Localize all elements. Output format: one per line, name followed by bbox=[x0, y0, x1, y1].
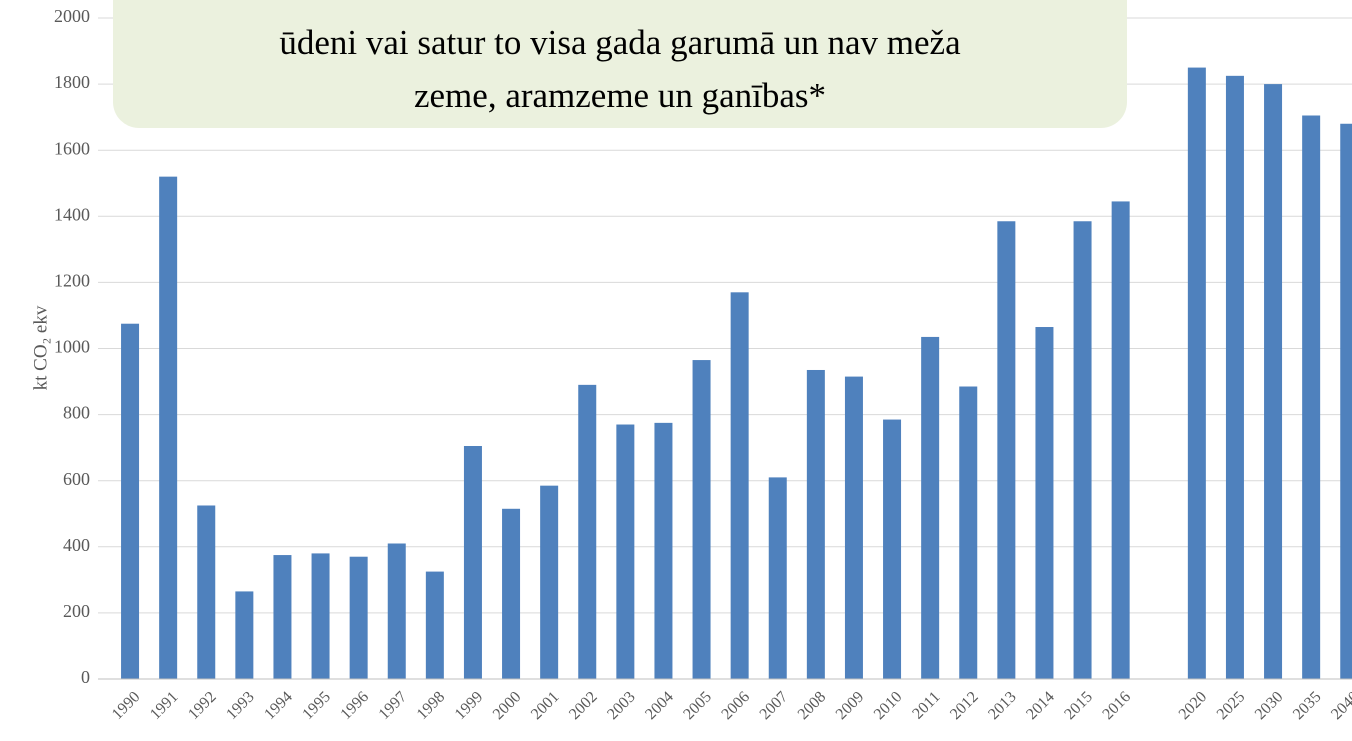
x-tick-label: 2040 bbox=[1328, 688, 1352, 723]
y-axis-label: kt CO₂ ekv bbox=[30, 305, 51, 390]
y-tick-label: 2000 bbox=[54, 6, 90, 26]
x-tick-label: 2020 bbox=[1176, 688, 1211, 723]
x-tick-label: 1992 bbox=[185, 688, 220, 723]
x-tick-label: 2035 bbox=[1290, 688, 1325, 723]
x-tick-label: 2008 bbox=[795, 688, 830, 723]
y-tick-label: 600 bbox=[63, 469, 90, 489]
x-tick-label: 2009 bbox=[833, 688, 868, 723]
x-tick-label: 1997 bbox=[376, 688, 411, 723]
y-tick-label: 0 bbox=[81, 667, 90, 687]
bar bbox=[235, 591, 254, 679]
y-tick-label: 800 bbox=[63, 403, 90, 423]
bar bbox=[578, 384, 597, 679]
bar bbox=[1111, 201, 1130, 680]
x-tick-label: 1996 bbox=[337, 688, 372, 723]
bar bbox=[806, 369, 825, 679]
bar bbox=[1264, 84, 1283, 680]
bar bbox=[692, 360, 711, 679]
bar bbox=[1225, 75, 1244, 679]
bar bbox=[616, 424, 635, 679]
bar bbox=[540, 485, 559, 679]
x-tick-label: 1999 bbox=[452, 688, 487, 723]
bar bbox=[730, 292, 749, 679]
x-tick-label: 1994 bbox=[261, 688, 296, 723]
x-tick-label: 2025 bbox=[1214, 688, 1249, 723]
x-tick-label: 2010 bbox=[871, 688, 906, 723]
bar bbox=[121, 323, 140, 679]
x-tick-label: 2014 bbox=[1023, 688, 1058, 723]
x-tick-label: 1990 bbox=[109, 688, 144, 723]
x-tick-label: 2002 bbox=[566, 688, 601, 723]
bar bbox=[997, 221, 1016, 679]
bar bbox=[502, 508, 521, 679]
x-tick-label: 2004 bbox=[642, 688, 677, 723]
x-tick-label: 1995 bbox=[299, 688, 334, 723]
x-tick-label: 2015 bbox=[1061, 688, 1096, 723]
bar bbox=[197, 505, 216, 679]
bar bbox=[1302, 115, 1321, 679]
bar bbox=[387, 543, 406, 679]
chart-title: ūdeni vai satur to visa gada garumā un n… bbox=[279, 23, 961, 62]
x-tick-label: 2016 bbox=[1099, 688, 1134, 723]
x-tick-label: 2003 bbox=[604, 688, 639, 723]
x-tick-label: 2000 bbox=[490, 688, 525, 723]
x-tick-label: 2007 bbox=[757, 688, 792, 723]
bar bbox=[463, 445, 482, 679]
y-tick-label: 1800 bbox=[54, 72, 90, 92]
x-tick-label: 2005 bbox=[680, 688, 715, 723]
bar bbox=[159, 176, 178, 679]
bar bbox=[883, 419, 902, 679]
y-tick-label: 1600 bbox=[54, 138, 90, 158]
bar bbox=[425, 571, 444, 679]
x-tick-label: 1993 bbox=[223, 688, 258, 723]
x-tick-label: 2011 bbox=[909, 688, 943, 722]
x-tick-label: 1991 bbox=[147, 688, 182, 723]
y-tick-label: 200 bbox=[63, 601, 90, 621]
bar bbox=[273, 555, 292, 679]
x-tick-label: 2012 bbox=[947, 688, 982, 723]
bar bbox=[349, 556, 368, 679]
y-tick-label: 1000 bbox=[54, 337, 90, 357]
y-tick-label: 1200 bbox=[54, 271, 90, 291]
bar bbox=[1073, 221, 1092, 679]
bar bbox=[654, 422, 673, 679]
x-tick-label: 2030 bbox=[1252, 688, 1287, 723]
chart-title: zeme, aramzeme un ganības* bbox=[414, 76, 826, 115]
bar bbox=[1340, 123, 1352, 679]
bar bbox=[1035, 327, 1054, 679]
title-box bbox=[113, 0, 1127, 128]
bar bbox=[1187, 67, 1206, 679]
bar bbox=[768, 477, 787, 679]
bar bbox=[921, 336, 940, 679]
x-tick-label: 2001 bbox=[528, 688, 563, 723]
bar bbox=[844, 376, 863, 679]
bar bbox=[311, 553, 330, 679]
x-tick-label: 1998 bbox=[414, 688, 449, 723]
y-tick-label: 1400 bbox=[54, 204, 90, 224]
y-tick-label: 400 bbox=[63, 535, 90, 555]
bar bbox=[959, 386, 978, 679]
x-tick-label: 2013 bbox=[985, 688, 1020, 723]
x-tick-label: 2006 bbox=[718, 688, 753, 723]
